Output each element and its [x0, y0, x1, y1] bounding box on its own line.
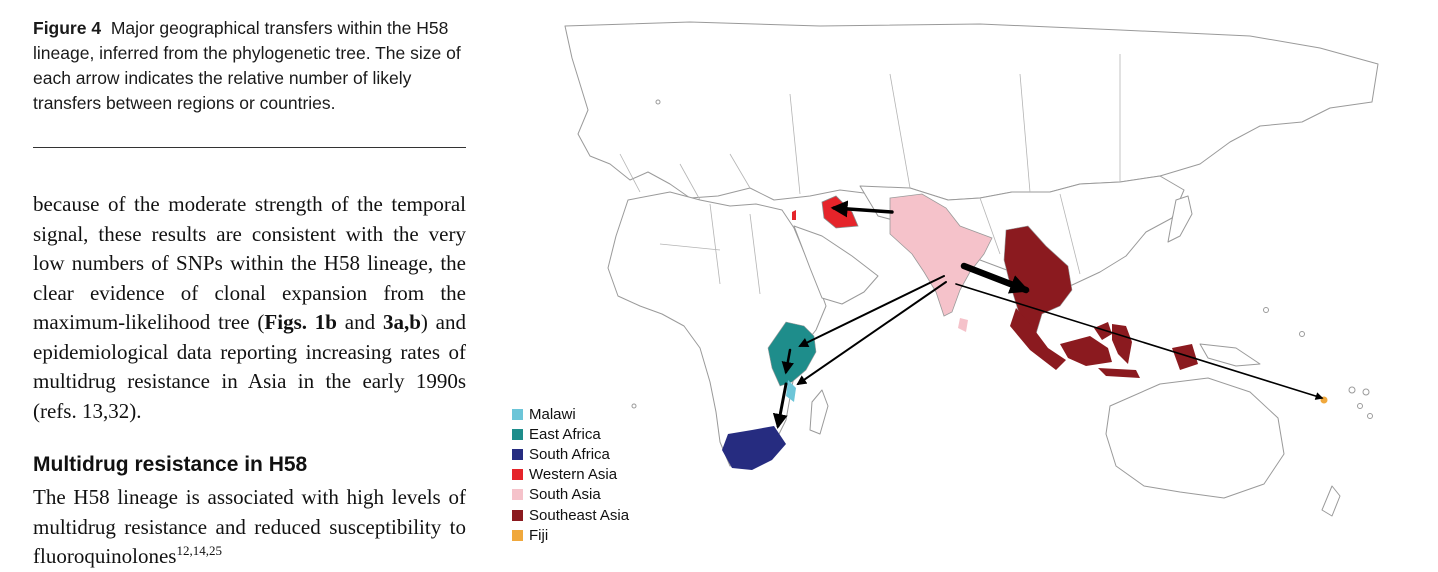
- legend-label: Southeast Asia: [529, 506, 630, 524]
- paragraph-text: ) and epidemiological data reporting inc…: [33, 310, 466, 423]
- legend-item: Malawi: [512, 404, 629, 424]
- figure-label: Figure 4: [33, 18, 102, 38]
- world-map: [564, 21, 1379, 517]
- legend-label: East Africa: [529, 425, 601, 443]
- legend-swatch: [512, 489, 523, 501]
- section-paragraph: The H58 lineage is associated with high …: [33, 483, 466, 572]
- legend-swatch: [512, 448, 523, 460]
- figure-reference-link[interactable]: 3a,b: [382, 310, 421, 334]
- legend-label: Western Asia: [529, 466, 618, 484]
- legend-item: South Africa: [512, 444, 629, 464]
- legend-swatch: [512, 529, 523, 541]
- legend-label: Fiji: [529, 526, 549, 544]
- legend-label: Malawi: [529, 405, 576, 423]
- legend-item: Western Asia: [512, 465, 629, 485]
- paragraph-text: because of the moderate strength of the …: [33, 192, 466, 334]
- figure-reference-link[interactable]: Figs. 1b: [264, 310, 337, 334]
- legend-label: South Africa: [529, 445, 610, 463]
- legend-swatch: [512, 509, 523, 521]
- paragraph-text: and: [336, 310, 383, 334]
- legend-swatch: [512, 469, 523, 481]
- legend-item: East Africa: [512, 424, 629, 444]
- section-heading: Multidrug resistance in H58: [33, 453, 308, 476]
- body-paragraph: because of the moderate strength of the …: [33, 190, 466, 426]
- legend-label: South Asia: [529, 486, 601, 504]
- legend-swatch: [512, 408, 523, 420]
- legend-item: Fiji: [512, 525, 629, 545]
- figure-caption-text: Major geographical transfers within the …: [33, 18, 461, 113]
- paragraph-text: The H58 lineage is associated with high …: [33, 485, 466, 568]
- legend-swatch: [512, 428, 523, 440]
- legend-item: South Asia: [512, 485, 629, 505]
- figure-caption: Figure 4 Major geographical transfers wi…: [33, 16, 473, 116]
- legend-item: Southeast Asia: [512, 505, 629, 525]
- caption-divider: [33, 147, 466, 148]
- citation-superscript[interactable]: 12,14,25: [176, 543, 222, 558]
- map-legend: Malawi East Africa South Africa Western Asi…: [512, 404, 629, 545]
